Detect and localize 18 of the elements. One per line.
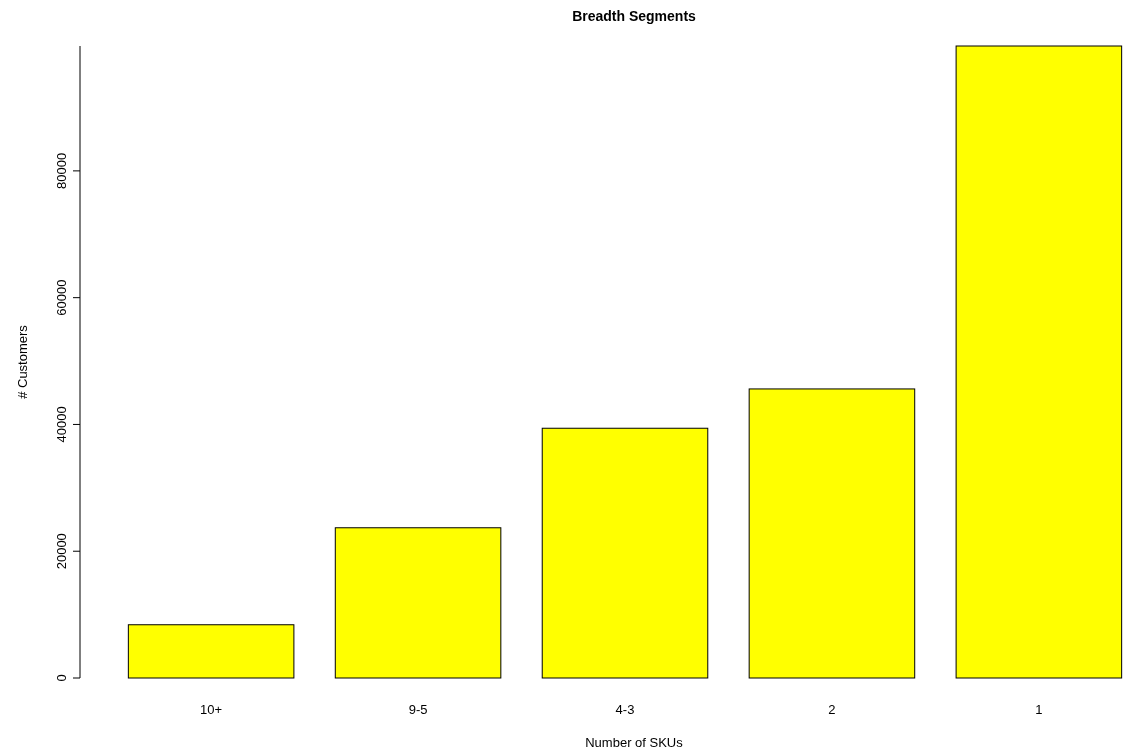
x-tick-label: 1 (1035, 702, 1043, 717)
x-axis-title: Number of SKUs (585, 735, 684, 750)
x-tick-label: 10+ (200, 702, 223, 717)
x-tick-label: 2 (828, 702, 836, 717)
x-tick-label: 9-5 (408, 702, 428, 717)
y-tick-label: 80000 (54, 152, 69, 189)
y-tick-label: 40000 (54, 406, 69, 443)
y-tick-label: 20000 (54, 533, 69, 570)
bar (955, 45, 1123, 679)
x-tick-label: 4-3 (615, 702, 635, 717)
bar (748, 388, 916, 679)
bar (334, 527, 502, 679)
y-tick-label: 60000 (54, 279, 69, 316)
bar (127, 624, 295, 679)
bar (541, 427, 709, 679)
y-axis-title: # Customers (15, 324, 30, 399)
chart-title: Breadth Segments (572, 8, 697, 24)
y-tick-label: 0 (54, 674, 69, 682)
